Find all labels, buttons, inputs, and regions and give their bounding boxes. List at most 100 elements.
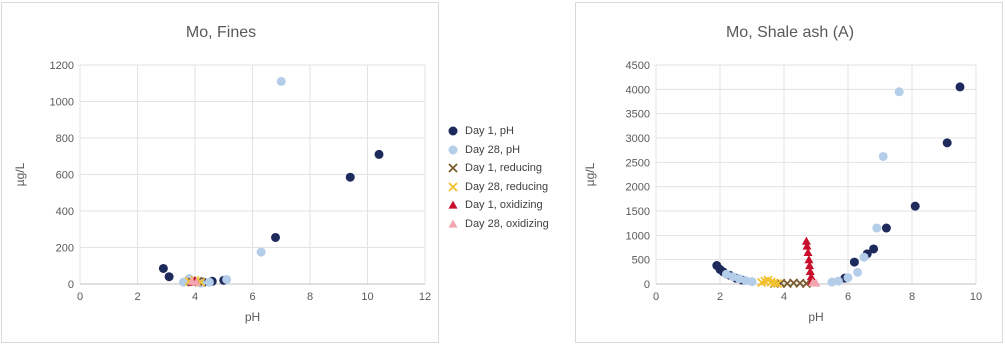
legend-item: Day 1, oxidizing [446, 196, 574, 215]
data-point [769, 278, 780, 288]
chart-shale-ash-svg: Mo, Shale ash (A) 0 2 4 6 8 10 0 500 1000 1500 2000… [583, 24, 982, 324]
x-tick-label: 0 [653, 291, 659, 303]
data-point [942, 138, 952, 148]
y-axis-label: µg/L [13, 162, 27, 186]
legend-marker-icon [448, 145, 458, 155]
legend-label: Day 28, reducing [465, 180, 549, 193]
data-point [833, 276, 843, 286]
legend-marker-shape [448, 163, 458, 173]
x-axis-label: pH [245, 310, 260, 324]
legend-label: Day 28, pH [465, 143, 521, 156]
data-point [869, 244, 879, 254]
legend-marker-shape [448, 219, 458, 228]
x-tick-label: 8 [909, 291, 915, 303]
legend-label: Day 1, oxidizing [465, 199, 543, 212]
x-axis-label: pH [808, 310, 823, 324]
data-point [881, 223, 891, 233]
data-point [853, 267, 863, 277]
legend-marker-icon [448, 182, 458, 192]
chart-fines-svg: Mo, Fines 0 2 4 6 8 10 12 0 200 400 600 800 1000 1200 p… [13, 24, 431, 324]
data-point [222, 274, 232, 284]
y-tick-label: 500 [632, 255, 650, 267]
legend-marker-shape [448, 182, 458, 192]
legend-marker-shape [448, 126, 458, 136]
y-tick-label: 3000 [626, 133, 650, 145]
x-tick-label: 2 [134, 291, 140, 303]
legend-item: Day 28, oxidizing [446, 215, 574, 234]
data-point [803, 247, 813, 256]
data-point [772, 278, 783, 289]
chart-title: Mo, Shale ash (A) [726, 24, 854, 41]
data-point [878, 151, 888, 161]
x-tick-label: 12 [419, 291, 431, 303]
chart-fines: Mo, Fines 0 2 4 6 8 10 12 0 200 400 600 800 1000 1200 p… [1, 2, 439, 343]
data-point [164, 272, 174, 282]
data-point [345, 172, 355, 182]
x-tick-label: 6 [845, 291, 851, 303]
data-point [801, 236, 811, 245]
data-point [806, 272, 816, 281]
x-tick-label: 10 [361, 291, 373, 303]
y-tick-label: 1200 [50, 60, 74, 72]
data-point [256, 247, 266, 257]
x-tick-label: 4 [192, 291, 198, 303]
legend-marker-icon [448, 200, 458, 209]
x-tick-label: 2 [717, 291, 723, 303]
y-tick-label: 200 [56, 243, 74, 255]
legend-item: Day 1, reducing [446, 159, 574, 178]
legend: Day 1, pH Day 28, pH Day 1, reducing Day… [446, 122, 574, 233]
data-point [910, 201, 920, 211]
data-point [955, 82, 965, 92]
data-point [804, 255, 814, 264]
y-tick-label: 4500 [626, 60, 650, 72]
legend-marker-icon [448, 126, 458, 136]
legend-label: Day 28, oxidizing [465, 217, 549, 230]
legend-item: Day 28, pH [446, 141, 574, 160]
y-tick-label: 400 [56, 206, 74, 218]
legend-label: Day 1, reducing [465, 162, 543, 175]
data-point [849, 257, 859, 267]
data-point [374, 149, 384, 159]
y-tick-label: 800 [56, 133, 74, 145]
data-point [747, 277, 757, 287]
x-tick-label: 0 [77, 291, 83, 303]
y-tick-label: 1000 [50, 97, 74, 109]
data-point [872, 223, 882, 233]
chart-title: Mo, Fines [186, 24, 256, 41]
legend-item: Day 1, pH [446, 122, 574, 141]
data-point [271, 232, 280, 242]
legend-marker-icon [448, 163, 458, 173]
data-point [276, 76, 286, 86]
y-tick-label: 0 [68, 279, 74, 291]
data-point [802, 241, 812, 250]
data-point [204, 277, 214, 287]
y-tick-label: 600 [56, 170, 74, 182]
y-tick-label: 0 [644, 279, 650, 291]
x-tick-label: 4 [781, 291, 787, 303]
y-tick-label: 1000 [626, 230, 650, 242]
y-tick-label: 4000 [626, 84, 650, 96]
legend-marker-shape [448, 145, 458, 155]
data-point [158, 263, 168, 273]
data-point [811, 278, 821, 287]
data-point [859, 252, 869, 262]
x-tick-label: 6 [249, 291, 255, 303]
legend-item: Day 28, reducing [446, 178, 574, 197]
y-tick-label: 1500 [626, 206, 650, 218]
legend-label: Day 1, pH [465, 125, 514, 138]
legend-marker-icon [448, 219, 458, 228]
y-axis-label: µg/L [583, 162, 597, 186]
y-tick-label: 3500 [626, 109, 650, 121]
data-point [805, 266, 815, 275]
x-tick-label: 8 [307, 291, 313, 303]
data-point [805, 261, 815, 270]
data-point [801, 278, 812, 289]
chart-shale-ash: Mo, Shale ash (A) 0 2 4 6 8 10 0 500 1000 1500 2000… [575, 2, 1003, 343]
x-tick-label: 10 [970, 291, 982, 303]
y-tick-label: 2500 [626, 157, 650, 169]
legend-marker-shape [448, 200, 458, 209]
data-point [894, 87, 904, 97]
y-tick-label: 2000 [626, 182, 650, 194]
data-point [843, 273, 853, 283]
data-point [191, 277, 201, 286]
